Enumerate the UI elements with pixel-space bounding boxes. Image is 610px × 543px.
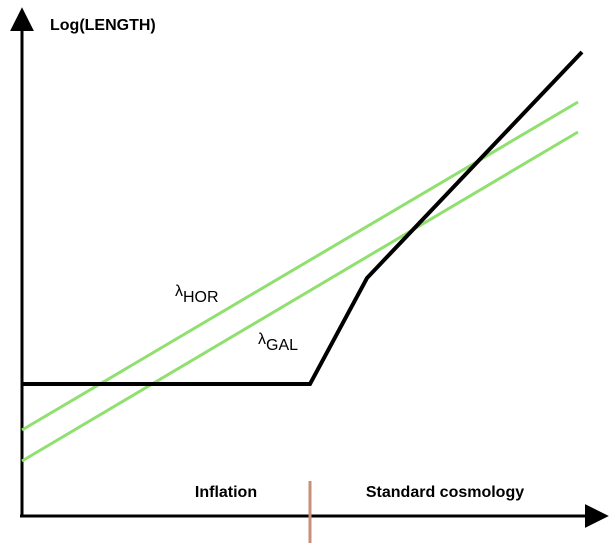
curve-subscript: HOR [183,289,219,306]
y-axis-label: Log(LENGTH) [50,17,156,34]
galaxy-line [21,130,579,463]
horizon-line [21,100,579,432]
curve-label: λHOR [175,283,219,306]
scale-curve [22,50,584,386]
curve-symbol: λ [175,283,183,300]
curve-symbol: λ [258,331,266,348]
region-label: Inflation [195,484,257,501]
region-label: Standard cosmology [366,484,524,501]
curve-label: λGAL [258,331,298,354]
curve-subscript: GAL [266,337,298,354]
